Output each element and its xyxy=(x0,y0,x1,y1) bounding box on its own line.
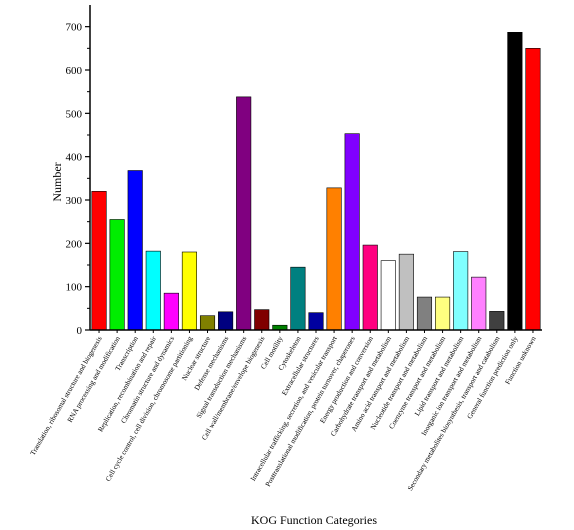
bar-6 xyxy=(181,251,197,331)
x-axis-label: KOG Function Categories xyxy=(251,513,377,527)
y-tick-label: 100 xyxy=(66,282,83,294)
bar-10 xyxy=(254,309,270,331)
bar-25 xyxy=(525,48,541,331)
bar-12 xyxy=(290,266,306,331)
bar-24 xyxy=(507,31,523,331)
bar-18 xyxy=(398,253,414,331)
y-tick-label: 400 xyxy=(66,152,83,164)
bar-2 xyxy=(109,219,125,331)
y-tick-label: 600 xyxy=(66,65,83,77)
bar-4 xyxy=(145,250,161,331)
bar-22 xyxy=(471,276,487,331)
bars-group xyxy=(91,31,541,331)
x-axis: Translation, ribosomal structure and bio… xyxy=(29,329,542,492)
y-axis-label: Number xyxy=(50,162,64,201)
bar-5 xyxy=(163,292,179,331)
bar-13 xyxy=(308,312,324,331)
bar-21 xyxy=(453,251,469,331)
y-axis: 0 100 200 300 400 500 600 700 xyxy=(66,5,91,337)
y-tick-label: 0 xyxy=(77,325,83,337)
bar-16 xyxy=(362,244,378,331)
bar-8 xyxy=(218,311,234,331)
y-tick-label: 200 xyxy=(66,238,83,250)
bar-19 xyxy=(416,296,433,331)
y-tick-label: 500 xyxy=(66,108,83,120)
bar-20 xyxy=(435,296,451,331)
x-tick-label: Translation, ribosomal structure and bio… xyxy=(29,335,104,457)
y-tick-label: 700 xyxy=(66,22,83,34)
bar-9 xyxy=(236,96,252,331)
y-tick-label: 300 xyxy=(66,195,83,207)
bar-23 xyxy=(489,311,505,331)
bar-7 xyxy=(199,315,216,331)
bar-15 xyxy=(344,133,360,331)
bar-17 xyxy=(380,260,396,331)
bar-14 xyxy=(326,187,342,331)
bar-1 xyxy=(91,191,107,331)
bar-3 xyxy=(127,170,143,331)
